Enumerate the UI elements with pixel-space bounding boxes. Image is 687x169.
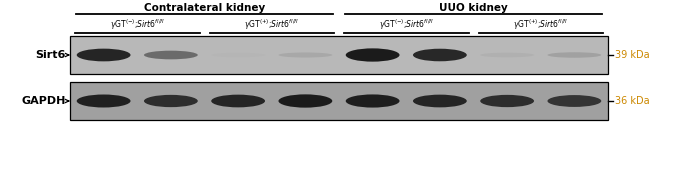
Text: GAPDH: GAPDH	[21, 96, 66, 106]
Ellipse shape	[548, 95, 601, 107]
Ellipse shape	[144, 95, 198, 107]
Text: 39 kDa: 39 kDa	[615, 50, 650, 60]
Ellipse shape	[77, 49, 131, 61]
Ellipse shape	[211, 53, 265, 57]
Text: $\mathit{\gamma}$GT$^{(+)}$;$\mathit{Sirt6}^{fl/fl}$: $\mathit{\gamma}$GT$^{(+)}$;$\mathit{Sir…	[244, 18, 300, 32]
Ellipse shape	[278, 52, 333, 57]
Ellipse shape	[480, 95, 534, 107]
Ellipse shape	[548, 52, 601, 58]
Ellipse shape	[346, 94, 400, 108]
Text: $\mathit{\gamma}$GT$^{(-)}$;$\mathit{Sirt6}^{fl/fl}$: $\mathit{\gamma}$GT$^{(-)}$;$\mathit{Sir…	[379, 18, 433, 32]
Ellipse shape	[211, 95, 265, 107]
Ellipse shape	[346, 48, 400, 62]
Text: UUO kidney: UUO kidney	[439, 3, 508, 13]
Ellipse shape	[413, 95, 466, 107]
Ellipse shape	[144, 51, 198, 59]
Ellipse shape	[77, 94, 131, 107]
Text: $\mathit{\gamma}$GT$^{(-)}$;$\mathit{Sirt6}^{fl/fl}$: $\mathit{\gamma}$GT$^{(-)}$;$\mathit{Sir…	[110, 18, 165, 32]
Text: $\mathit{\gamma}$GT$^{(+)}$;$\mathit{Sirt6}^{fl/fl}$: $\mathit{\gamma}$GT$^{(+)}$;$\mathit{Sir…	[513, 18, 568, 32]
Ellipse shape	[278, 94, 333, 108]
Text: Sirt6: Sirt6	[36, 50, 66, 60]
Text: Contralateral kidney: Contralateral kidney	[144, 3, 265, 13]
Ellipse shape	[413, 49, 466, 61]
Bar	[70, 82, 608, 120]
Text: 36 kDa: 36 kDa	[615, 96, 650, 106]
Bar	[70, 36, 608, 74]
Ellipse shape	[480, 53, 534, 57]
